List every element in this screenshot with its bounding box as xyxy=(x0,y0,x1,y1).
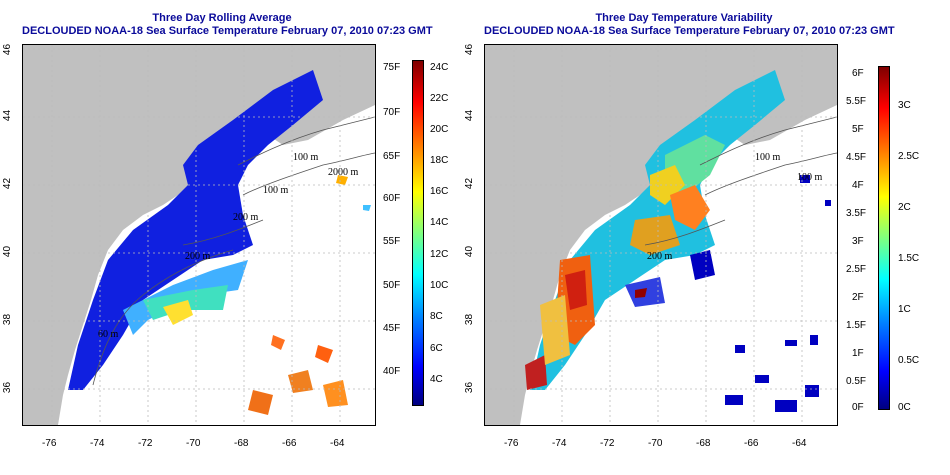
left-title-line1: Three Day Rolling Average xyxy=(152,12,292,24)
cbar-c-label: 8C xyxy=(430,311,443,322)
right-colorbar xyxy=(878,66,890,410)
cbar-f-label: 60F xyxy=(383,193,401,204)
cbar-f-label: 4.5F xyxy=(846,152,867,163)
cbar-c-label: 1C xyxy=(898,304,911,315)
lon-label: -74 xyxy=(552,438,567,449)
cbar-f-label: 4F xyxy=(852,180,864,191)
lat-label: 36 xyxy=(464,381,476,394)
cbar-f-label: 5F xyxy=(852,124,864,135)
right-title-line2: DECLOUDED NOAA-18 Sea Surface Temperatur… xyxy=(484,25,895,37)
lat-label: 40 xyxy=(464,245,476,258)
cbar-f-label: 3F xyxy=(852,236,864,247)
cbar-c-label: 6C xyxy=(430,343,443,354)
lat-label: 46 xyxy=(2,43,14,56)
lon-label: -76 xyxy=(42,438,57,449)
left-contour-label: 60 m xyxy=(98,329,119,340)
right-contour-label: 100 m xyxy=(797,172,823,183)
cbar-c-label: 24C xyxy=(430,62,449,73)
cbar-c-label: 18C xyxy=(430,155,449,166)
lat-label: 38 xyxy=(2,313,14,326)
lon-label: -74 xyxy=(90,438,105,449)
cbar-f-label: 0F xyxy=(852,402,864,413)
lat-label: 44 xyxy=(2,109,14,122)
left-colorbar xyxy=(412,60,424,406)
left-contour-label: 100 m xyxy=(263,185,289,196)
left-contour-label: 200 m xyxy=(233,212,259,223)
cbar-c-label: 2.5C xyxy=(898,151,920,162)
lon-label: -72 xyxy=(600,438,615,449)
lon-label: -68 xyxy=(234,438,249,449)
lat-label: 46 xyxy=(464,43,476,56)
cbar-c-label: 2C xyxy=(898,202,911,213)
cbar-f-label: 2F xyxy=(852,292,864,303)
lat-label: 42 xyxy=(2,177,14,190)
cbar-f-label: 75F xyxy=(383,62,401,73)
cbar-c-label: 0.5C xyxy=(898,355,920,366)
lat-label: 36 xyxy=(2,381,14,394)
lat-label: 42 xyxy=(464,177,476,190)
lat-label: 40 xyxy=(2,245,14,258)
left-contour-label: 200 m xyxy=(185,251,211,262)
cbar-f-label: 1F xyxy=(852,348,864,359)
lon-label: -68 xyxy=(696,438,711,449)
lon-label: -70 xyxy=(648,438,663,449)
cbar-c-label: 12C xyxy=(430,249,449,260)
lon-label: -72 xyxy=(138,438,153,449)
lon-label: -64 xyxy=(330,438,345,449)
lat-label: 38 xyxy=(464,313,476,326)
cbar-f-label: 2.5F xyxy=(846,264,867,275)
cbar-f-label: 3.5F xyxy=(846,208,867,219)
lon-label: -64 xyxy=(792,438,807,449)
lon-label: -76 xyxy=(504,438,519,449)
lon-label: -66 xyxy=(744,438,759,449)
cbar-c-label: 4C xyxy=(430,374,443,385)
cbar-f-label: 45F xyxy=(383,323,401,334)
cbar-f-label: 40F xyxy=(383,366,401,377)
cbar-f-label: 65F xyxy=(383,151,401,162)
cbar-f-label: 70F xyxy=(383,107,401,118)
cbar-c-label: 20C xyxy=(430,124,449,135)
cbar-f-label: 0.5F xyxy=(846,376,867,387)
land-mass xyxy=(485,45,837,425)
left-map: 100 m 100 m 2000 m 200 m 200 m 60 m xyxy=(22,44,376,426)
right-contour-label: 200 m xyxy=(647,251,673,262)
left-contour-label: 2000 m xyxy=(328,167,359,178)
lon-label: -66 xyxy=(282,438,297,449)
lon-label: -70 xyxy=(186,438,201,449)
cbar-c-label: 3C xyxy=(898,100,911,111)
land-mass xyxy=(23,45,375,425)
cbar-c-label: 1.5C xyxy=(898,253,920,264)
cbar-f-label: 50F xyxy=(383,280,401,291)
right-contour-label: 100 m xyxy=(755,152,781,163)
cbar-c-label: 14C xyxy=(430,217,449,228)
left-contour-label: 100 m xyxy=(293,152,319,163)
cbar-f-label: 55F xyxy=(383,236,401,247)
cbar-c-label: 10C xyxy=(430,280,449,291)
lat-label: 44 xyxy=(464,109,476,122)
cbar-f-label: 1.5F xyxy=(846,320,867,331)
right-title-line1: Three Day Temperature Variability xyxy=(595,12,773,24)
cbar-f-label: 5.5F xyxy=(846,96,867,107)
cbar-c-label: 22C xyxy=(430,93,449,104)
cbar-f-label: 6F xyxy=(852,68,864,79)
right-map: 100 m 100 m 200 m xyxy=(484,44,838,426)
left-title-line2: DECLOUDED NOAA-18 Sea Surface Temperatur… xyxy=(22,25,433,37)
cbar-c-label: 16C xyxy=(430,186,449,197)
cbar-c-label: 0C xyxy=(898,402,911,413)
